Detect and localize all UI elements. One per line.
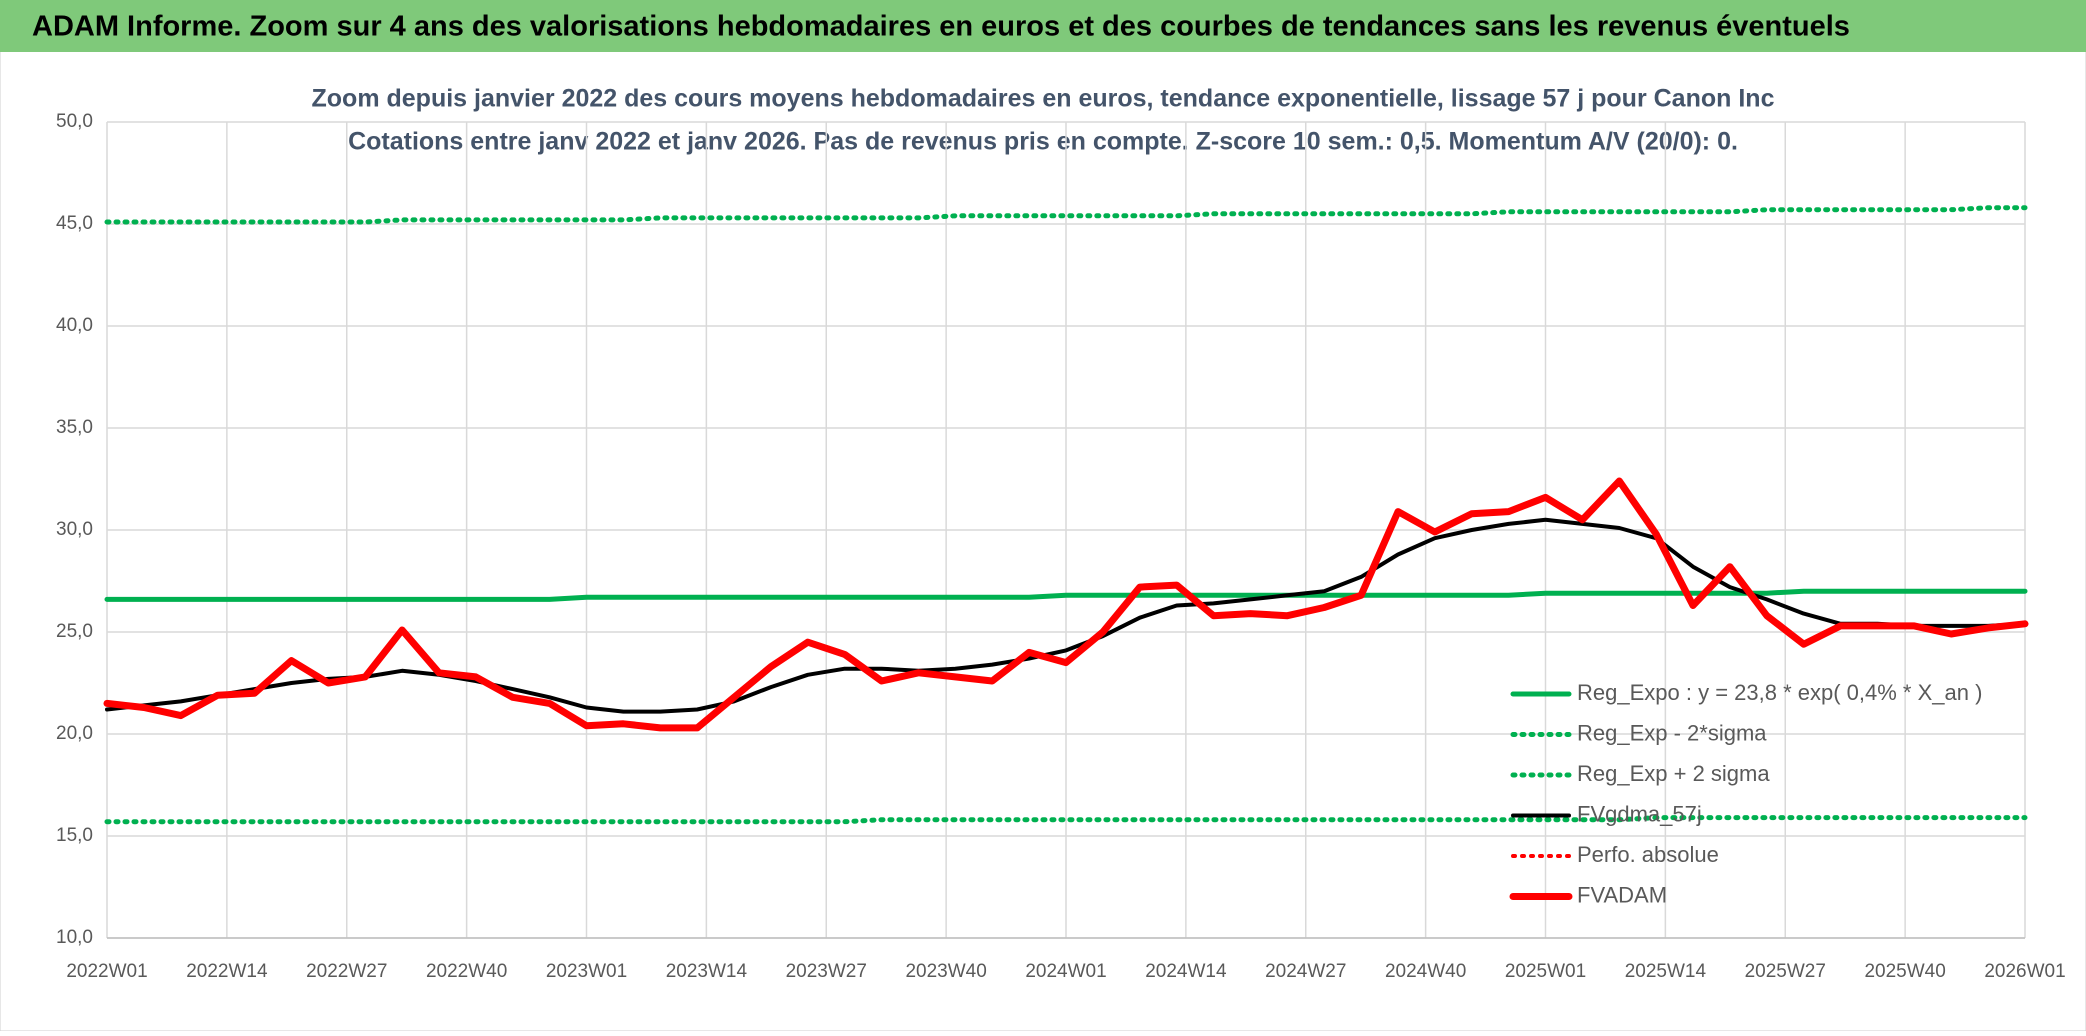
y-tick-label: 30,0 [56, 519, 93, 540]
y-tick-label: 10,0 [56, 927, 93, 948]
legend-label: FVADAM [1577, 882, 1667, 907]
x-tick-label: 2023W27 [786, 961, 867, 982]
y-tick-label: 35,0 [56, 417, 93, 438]
x-tick-label: 2022W01 [66, 961, 147, 982]
x-tick-label: 2024W01 [1025, 961, 1106, 982]
header-band [0, 0, 2086, 52]
x-tick-label: 2026W01 [1984, 961, 2065, 982]
y-tick-label: 45,0 [56, 213, 93, 234]
legend-label: Reg_Expo : y = 23,8 * exp( 0,4% * X_an ) [1577, 680, 1982, 705]
series-line [105, 517, 2027, 714]
chart-title: Zoom depuis janvier 2022 des cours moyen… [312, 85, 1775, 113]
x-tick-label: 2023W14 [666, 961, 748, 982]
header-title: ADAM Informe. Zoom sur 4 ans des valoris… [32, 11, 1850, 43]
x-tick-label: 2022W14 [186, 961, 268, 982]
x-tick-label: 2024W40 [1385, 961, 1466, 982]
x-tick-label: 2025W27 [1745, 961, 1826, 982]
legend-label: Reg_Exp - 2*sigma [1577, 720, 1767, 745]
legend-label: Perfo. absolue [1577, 842, 1719, 867]
x-tick-label: 2024W14 [1145, 961, 1227, 982]
y-tick-label: 50,0 [56, 111, 93, 132]
series-line [103, 477, 2029, 732]
chart-subtitle: Cotations entre janv 2022 et janv 2026. … [348, 128, 1738, 156]
y-tick-label: 15,0 [56, 825, 93, 846]
x-tick-label: 2025W01 [1505, 961, 1586, 982]
y-tick-label: 40,0 [56, 315, 93, 336]
x-tick-label: 2025W14 [1625, 961, 1707, 982]
x-tick-label: 2024W27 [1265, 961, 1346, 982]
x-tick-label: 2023W01 [546, 961, 627, 982]
x-tick-label: 2022W27 [306, 961, 387, 982]
x-tick-label: 2025W40 [1864, 961, 1945, 982]
y-tick-label: 20,0 [56, 723, 93, 744]
x-tick-label: 2022W40 [426, 961, 507, 982]
legend-label: Reg_Exp + 2 sigma [1577, 761, 1770, 786]
y-tick-label: 25,0 [56, 621, 93, 642]
legend-label: FVgdma_57j [1577, 801, 1702, 826]
x-tick-label: 2023W40 [905, 961, 986, 982]
